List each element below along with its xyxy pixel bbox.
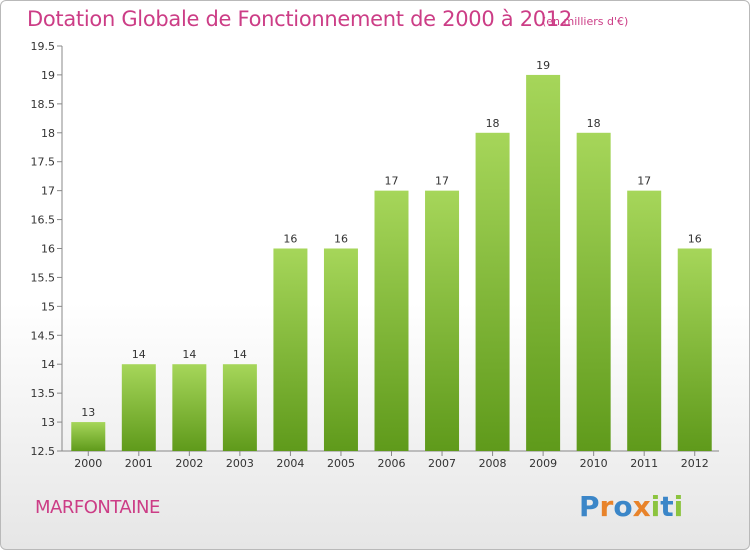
- bar: [526, 74, 561, 451]
- data-label: 16: [688, 233, 702, 246]
- y-tick-label: 19.5: [31, 40, 56, 53]
- bar: [121, 364, 156, 451]
- x-tick-label: 2002: [175, 457, 203, 470]
- brand-letter: t: [660, 490, 674, 523]
- y-tick-label: 14: [41, 358, 55, 371]
- y-tick-label: 18: [41, 127, 55, 140]
- bar: [475, 132, 510, 452]
- x-tick-label: 2006: [378, 457, 406, 470]
- x-tick-label: 2009: [529, 457, 557, 470]
- commune-name: MARFONTAINE: [35, 497, 160, 518]
- data-label: 19: [536, 59, 550, 72]
- y-tick-label: 17.5: [31, 156, 56, 169]
- bar: [576, 132, 611, 452]
- data-label: 18: [486, 117, 500, 130]
- y-tick-label: 14.5: [31, 329, 56, 342]
- y-tick-label: 18.5: [31, 98, 56, 111]
- brand-letter: i: [650, 490, 661, 523]
- brand-letter: P: [579, 490, 600, 523]
- x-tick-label: 2008: [479, 457, 507, 470]
- data-label: 14: [132, 348, 146, 361]
- y-tick-label: 15.5: [31, 271, 56, 284]
- data-label: 16: [283, 233, 297, 246]
- x-tick-label: 2005: [327, 457, 355, 470]
- x-tick-label: 2011: [630, 457, 658, 470]
- bar: [425, 190, 460, 451]
- x-tick-label: 2010: [580, 457, 608, 470]
- x-tick-label: 2003: [226, 457, 254, 470]
- x-tick-label: 2000: [74, 457, 102, 470]
- brand-letter: i: [673, 490, 684, 523]
- y-tick-label: 12.5: [31, 445, 56, 458]
- brand-logo: Proxiti: [579, 490, 683, 523]
- x-tick-label: 2004: [276, 457, 304, 470]
- x-tick-label: 2001: [125, 457, 153, 470]
- data-label: 14: [182, 348, 196, 361]
- data-label: 17: [385, 175, 399, 188]
- chart-title: Dotation Globale de Fonctionnement de 20…: [27, 7, 572, 31]
- data-label: 16: [334, 233, 348, 246]
- x-tick-label: 2012: [681, 457, 709, 470]
- bar: [627, 190, 662, 451]
- y-tick-label: 17: [41, 185, 55, 198]
- y-tick-label: 15: [41, 300, 55, 313]
- y-tick-label: 13: [41, 416, 55, 429]
- y-tick-label: 19: [41, 69, 55, 82]
- y-tick-label: 13.5: [31, 387, 56, 400]
- bar: [71, 422, 106, 451]
- y-tick-label: 16: [41, 243, 55, 256]
- data-label: 14: [233, 348, 247, 361]
- brand-letter: r: [599, 490, 614, 523]
- x-tick-label: 2007: [428, 457, 456, 470]
- data-label: 17: [637, 175, 651, 188]
- bar: [273, 248, 308, 451]
- bar: [374, 190, 409, 451]
- data-label: 18: [587, 117, 601, 130]
- brand-letter: o: [613, 490, 633, 523]
- brand-letter: x: [632, 490, 651, 523]
- data-label: 13: [81, 406, 95, 419]
- y-tick-label: 16.5: [31, 214, 56, 227]
- bar: [677, 248, 712, 451]
- bar: [222, 364, 257, 451]
- bar: [323, 248, 358, 451]
- data-label: 17: [435, 175, 449, 188]
- bar: [172, 364, 207, 451]
- chart-subtitle: (en milliers d'€): [542, 15, 629, 28]
